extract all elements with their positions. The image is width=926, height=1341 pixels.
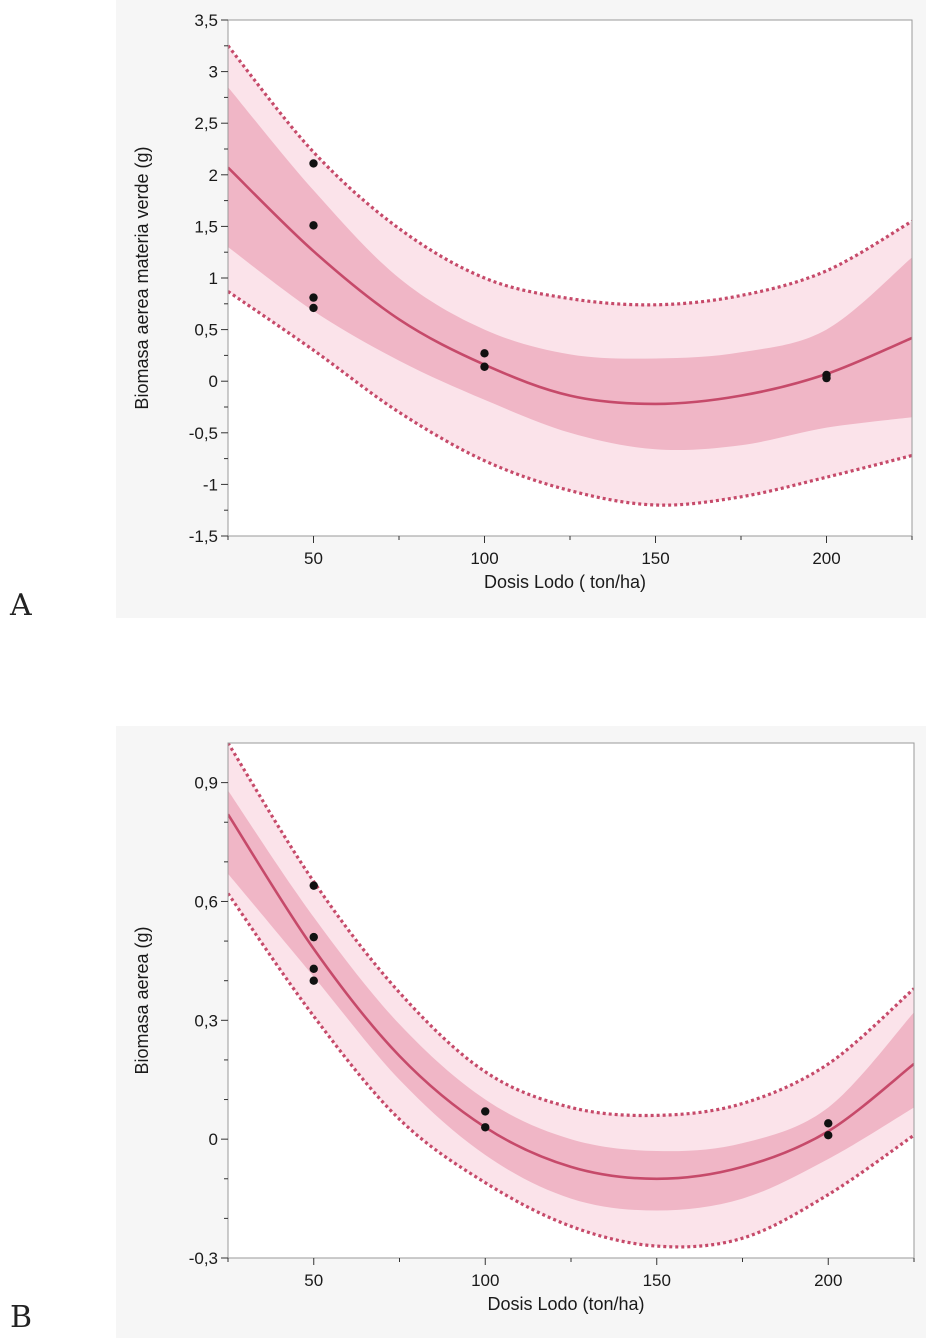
panel-a-data-point xyxy=(309,221,318,230)
panel-b-data-point xyxy=(481,1123,490,1132)
panel-a-y-axis-title: Biomasa aerea materia verde (g) xyxy=(132,146,152,409)
panel-b-y-tick-label: 0,3 xyxy=(194,1011,218,1030)
panel-b-prediction-lower-line xyxy=(228,892,914,1249)
panel-a-prediction-lower-line xyxy=(228,290,912,507)
panel-b-data-point xyxy=(309,964,318,974)
panel-b-y-axis-title: Biomasa aerea (g) xyxy=(132,926,152,1074)
panel-a-plot-content xyxy=(228,44,912,507)
panel-b-data-point xyxy=(309,881,318,890)
panel-a-y-tick-label: -1,5 xyxy=(189,527,218,546)
panel-a-y-tick-label: 1 xyxy=(209,269,218,288)
panel-a-y-tick-label: 3,5 xyxy=(194,11,218,30)
panel-b-confidence-band xyxy=(228,790,914,1211)
panel-a-data-point xyxy=(309,303,318,313)
panel-a-x-tick-label: 200 xyxy=(812,549,840,568)
panel-b-x-tick-label: 150 xyxy=(643,1271,671,1290)
panel-a-y-tick-label: 3 xyxy=(209,63,218,82)
panel-a-y-tick-label: -1 xyxy=(203,475,218,494)
panel-b-x-axis-title: Dosis Lodo (ton/ha) xyxy=(487,1294,644,1314)
panel-a-x-tick-label: 100 xyxy=(470,549,498,568)
panel-a-y-tick-label: 2 xyxy=(209,166,218,185)
panel-b-fit-line xyxy=(228,813,914,1181)
panel-a-prediction-upper-line xyxy=(228,44,912,307)
panel-a-data-point xyxy=(309,159,318,168)
panel-b-y-tick-label: 0,6 xyxy=(194,892,218,911)
panel-a-fit-line xyxy=(228,166,912,406)
panel-b-chart: -0,3 0 0,3 0,6 0,9 50 100 150 200 Dosis Lodo (ton… xyxy=(132,742,915,1314)
panel-a-data-point xyxy=(480,349,489,358)
panel-b-prediction-upper-line xyxy=(228,743,914,1118)
panel-a-y-tick-label: 1,5 xyxy=(194,217,218,236)
panel-a-data-point xyxy=(822,373,831,383)
panel-b-x-tick-label: 50 xyxy=(304,1271,323,1290)
panel-b-y-tick-label: -0,3 xyxy=(189,1249,218,1268)
panel-a-y-tick-label: 0,5 xyxy=(194,321,218,340)
panel-b-data-point xyxy=(824,1119,833,1128)
panel-b-x-tick-label: 100 xyxy=(471,1271,499,1290)
panel-a-x-tick-label: 50 xyxy=(304,549,323,568)
panel-b-y-tick-label: 0,9 xyxy=(194,774,218,793)
panel-b-data-point xyxy=(824,1130,833,1140)
panel-b-x-tick-label: 200 xyxy=(814,1271,842,1290)
panel-a-data-point xyxy=(309,293,318,302)
panel-b-plot-content xyxy=(228,743,914,1249)
panel-a-y-tick-label: 0 xyxy=(209,372,218,391)
panel-b-data-point xyxy=(309,932,318,942)
panel-a-chart: -1,5 -1 -0,5 0 0,5 1 1,5 2 2,5 3 3,5 50 100 150 200 Dos… xyxy=(132,11,913,592)
panel-b-data-point xyxy=(481,1107,490,1116)
panel-a-x-tick-label: 150 xyxy=(641,549,669,568)
panel-b-prediction-band xyxy=(228,743,914,1247)
panel-a-x-axis-title: Dosis Lodo ( ton/ha) xyxy=(484,572,646,592)
panel-b-y-tick-label: 0 xyxy=(209,1130,218,1149)
panel-a-letter: A xyxy=(10,588,32,623)
panel-a-y-tick-label: -0,5 xyxy=(189,424,218,443)
panel-a-data-point xyxy=(480,362,489,371)
panel-a-confidence-band xyxy=(228,87,912,451)
panel-b-letter: B xyxy=(10,1300,33,1335)
panel-a-y-tick-label: 2,5 xyxy=(194,114,218,133)
panel-b-data-point xyxy=(309,976,318,985)
